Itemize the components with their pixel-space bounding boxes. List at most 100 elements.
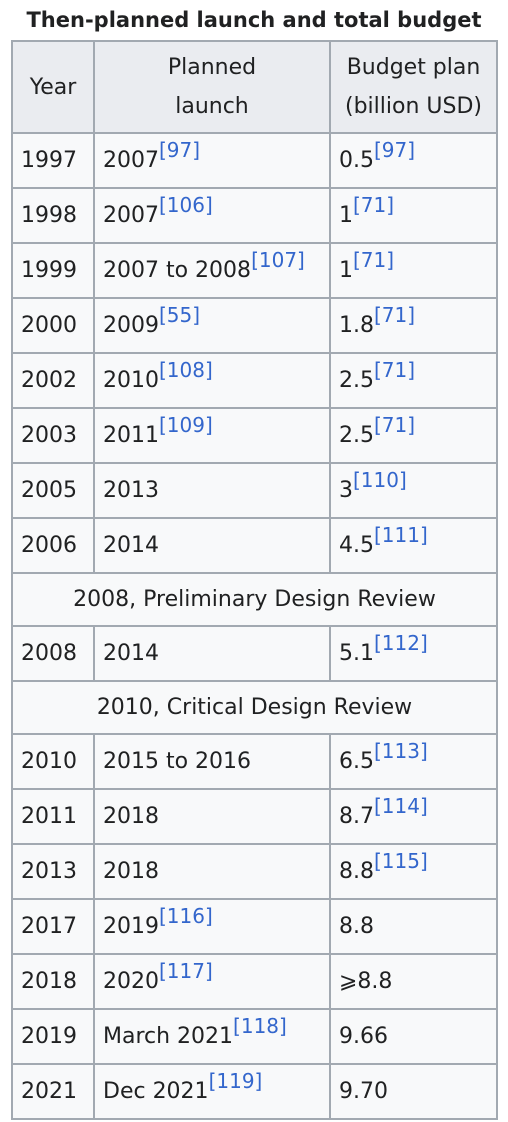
- year-cell: 2019: [11, 1008, 95, 1065]
- planned-launch-value: 2009: [103, 313, 159, 338]
- reference-link[interactable]: [111]: [374, 523, 428, 547]
- budget-value: 6.5: [339, 749, 374, 774]
- table-row: 1997 2007[97] 0.5[97]: [11, 132, 498, 189]
- reference-link[interactable]: [119]: [208, 1069, 263, 1093]
- budget-cell: ⩾8.8: [329, 953, 498, 1010]
- budget-cell: 9.70: [329, 1063, 498, 1120]
- reference-link[interactable]: [117]: [159, 959, 213, 983]
- budget-value: 3: [339, 478, 353, 503]
- reference-link[interactable]: [71]: [374, 413, 416, 437]
- year-cell: 2010: [11, 733, 95, 790]
- budget-cell: 0.5[97]: [329, 132, 498, 189]
- planned-launch-cell: 2014: [93, 625, 331, 682]
- planned-launch-cell: 2018: [93, 788, 331, 845]
- reference-link[interactable]: [110]: [353, 468, 407, 492]
- milestone-label: 2008, Preliminary Design Review: [11, 572, 498, 627]
- budget-value: 8.8: [339, 859, 374, 884]
- table-row: 2017 2019[116] 8.8: [11, 898, 498, 955]
- reference-link[interactable]: [116]: [159, 904, 213, 928]
- planned-launch-value: 2010: [103, 368, 159, 393]
- reference-link[interactable]: [55]: [159, 303, 201, 327]
- column-header-budget-plan-line-1: Budget plan: [346, 55, 481, 80]
- budget-value: 9.66: [339, 1024, 388, 1049]
- budget-value: 2.5: [339, 368, 374, 393]
- table-row: 2008 2014 5.1[112]: [11, 625, 498, 682]
- table-row: 2018 2020[117] ⩾8.8: [11, 953, 498, 1010]
- table-row: 2013 2018 8.8[115]: [11, 843, 498, 900]
- year-cell: 2006: [11, 517, 95, 574]
- table-row: 2000 2009[55] 1.8[71]: [11, 297, 498, 354]
- budget-cell: 9.66: [329, 1008, 498, 1065]
- reference-link[interactable]: [112]: [374, 631, 428, 655]
- reference-link[interactable]: [114]: [374, 794, 428, 818]
- planned-launch-value: 2018: [103, 804, 159, 829]
- planned-launch-cell: 2020[117]: [93, 953, 331, 1010]
- reference-link[interactable]: [71]: [353, 248, 395, 272]
- table-row: 2019 March 2021[118] 9.66: [11, 1008, 498, 1065]
- reference-link[interactable]: [71]: [374, 303, 416, 327]
- budget-table: Year Planned launch Budget plan (billion…: [11, 40, 498, 1120]
- year-cell: 2002: [11, 352, 95, 409]
- year-cell: 2011: [11, 788, 95, 845]
- budget-cell: 3[110]: [329, 462, 498, 519]
- budget-value: 1.8: [339, 313, 374, 338]
- column-header-budget-plan: Budget plan (billion USD): [329, 40, 498, 134]
- reference-link[interactable]: [97]: [159, 138, 201, 162]
- year-cell: 2013: [11, 843, 95, 900]
- reference-link[interactable]: [113]: [374, 739, 428, 763]
- budget-cell: 5.1[112]: [329, 625, 498, 682]
- planned-launch-value: 2019: [103, 914, 159, 939]
- planned-launch-cell: Dec 2021[119]: [93, 1063, 331, 1120]
- budget-value: 0.5: [339, 148, 374, 173]
- planned-launch-value: March 2021: [103, 1024, 234, 1049]
- reference-link[interactable]: [118]: [233, 1014, 287, 1038]
- year-cell: 1999: [11, 242, 95, 299]
- budget-value: ⩾8.8: [339, 969, 393, 994]
- budget-value: 1: [339, 258, 353, 283]
- planned-launch-cell: 2019[116]: [93, 898, 331, 955]
- reference-link[interactable]: [107]: [251, 248, 305, 272]
- budget-cell: 1.8[71]: [329, 297, 498, 354]
- milestone-row: 2010, Critical Design Review: [11, 680, 498, 735]
- column-header-planned-launch-line-1: Planned: [167, 55, 257, 80]
- planned-launch-value: 2011: [103, 423, 159, 448]
- budget-cell: 8.7[114]: [329, 788, 498, 845]
- reference-link[interactable]: [115]: [374, 849, 428, 873]
- planned-launch-value: 2015 to 2016: [103, 749, 252, 774]
- year-cell: 2017: [11, 898, 95, 955]
- reference-link[interactable]: [97]: [374, 138, 416, 162]
- budget-cell: 2.5[71]: [329, 407, 498, 464]
- planned-launch-cell: 2013: [93, 462, 331, 519]
- planned-launch-cell: 2007[106]: [93, 187, 331, 244]
- table-row: 2003 2011[109] 2.5[71]: [11, 407, 498, 464]
- planned-launch-value: 2007: [103, 148, 159, 173]
- planned-launch-cell: 2009[55]: [93, 297, 331, 354]
- table-row: 2011 2018 8.7[114]: [11, 788, 498, 845]
- budget-cell: 2.5[71]: [329, 352, 498, 409]
- planned-launch-cell: 2007[97]: [93, 132, 331, 189]
- reference-link[interactable]: [106]: [159, 193, 213, 217]
- year-cell: 2003: [11, 407, 95, 464]
- planned-launch-cell: 2010[108]: [93, 352, 331, 409]
- reference-link[interactable]: [108]: [159, 358, 213, 382]
- planned-launch-cell: 2007 to 2008[107]: [93, 242, 331, 299]
- table-row: 1998 2007[106] 1[71]: [11, 187, 498, 244]
- planned-launch-cell: March 2021[118]: [93, 1008, 331, 1065]
- table-row: 2002 2010[108] 2.5[71]: [11, 352, 498, 409]
- column-header-planned-launch: Planned launch: [93, 40, 331, 134]
- reference-link[interactable]: [71]: [353, 193, 395, 217]
- budget-value: 8.8: [339, 914, 374, 939]
- table-caption: Then-planned launch and total budget: [26, 8, 482, 32]
- planned-launch-cell: 2011[109]: [93, 407, 331, 464]
- column-header-planned-launch-line-2: launch: [175, 94, 249, 119]
- budget-cell: 8.8: [329, 898, 498, 955]
- table-row: 2010 2015 to 2016 6.5[113]: [11, 733, 498, 790]
- reference-link[interactable]: [71]: [374, 358, 416, 382]
- planned-launch-value: 2018: [103, 859, 159, 884]
- budget-cell: 6.5[113]: [329, 733, 498, 790]
- table-row: 2006 2014 4.5[111]: [11, 517, 498, 574]
- reference-link[interactable]: [109]: [159, 413, 213, 437]
- column-header-budget-plan-line-2: (billion USD): [345, 94, 482, 119]
- budget-value: 8.7: [339, 804, 374, 829]
